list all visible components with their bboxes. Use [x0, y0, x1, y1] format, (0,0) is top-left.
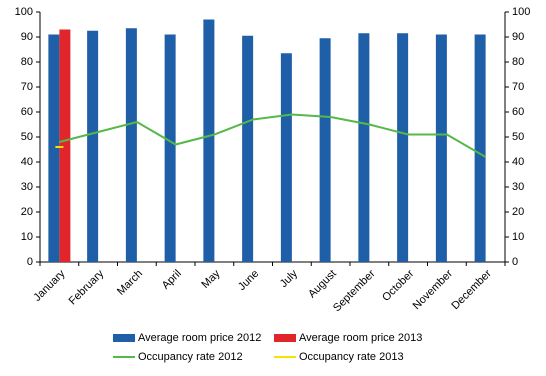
- x-tick-label: February: [67, 267, 107, 307]
- bar: [242, 35, 254, 262]
- bar: [87, 30, 99, 262]
- bar: [125, 28, 137, 262]
- x-tick-label: March: [115, 268, 145, 298]
- y-tick-label: 40: [21, 156, 33, 168]
- bar: [435, 34, 447, 262]
- y2-tick-label: 100: [512, 6, 530, 18]
- legend-label: Average room price 2012: [138, 332, 261, 344]
- y-tick-label: 0: [27, 256, 33, 268]
- y2-tick-label: 0: [512, 256, 518, 268]
- y2-tick-label: 40: [512, 156, 524, 168]
- y-tick-label: 80: [21, 56, 33, 68]
- y2-tick-label: 90: [512, 31, 524, 43]
- legend-label: Occupancy rate 2013: [299, 351, 404, 363]
- x-tick-label: May: [199, 267, 223, 291]
- x-tick-label: October: [380, 267, 416, 303]
- bar: [59, 29, 71, 262]
- y-tick-label: 20: [21, 206, 33, 218]
- x-tick-label: August: [306, 268, 339, 301]
- y2-tick-label: 60: [512, 106, 524, 118]
- y-tick-label: 30: [21, 181, 33, 193]
- bar: [474, 34, 486, 262]
- y2-tick-label: 20: [512, 206, 524, 218]
- y-tick-label: 10: [21, 231, 33, 243]
- x-tick-label: November: [411, 267, 456, 312]
- bar: [319, 38, 331, 262]
- x-tick-label: January: [31, 267, 68, 304]
- y2-tick-label: 70: [512, 81, 524, 93]
- legend-label: Occupancy rate 2012: [138, 351, 243, 363]
- y-tick-label: 90: [21, 31, 33, 43]
- y-tick-label: 50: [21, 131, 33, 143]
- x-tick-label: July: [278, 267, 301, 290]
- x-tick-label: September: [331, 267, 378, 314]
- bar: [203, 19, 215, 262]
- y2-tick-label: 10: [512, 231, 524, 243]
- bar: [358, 33, 370, 262]
- bar: [164, 34, 176, 262]
- line: [59, 113, 487, 158]
- y-tick-label: 60: [21, 106, 33, 118]
- x-tick-label: April: [160, 268, 184, 292]
- legend-swatch: [274, 334, 296, 342]
- y2-tick-label: 50: [512, 131, 524, 143]
- y-tick-label: 100: [15, 6, 33, 18]
- bar: [397, 33, 409, 262]
- bar: [280, 53, 292, 262]
- legend-swatch: [113, 334, 135, 342]
- x-tick-label: December: [449, 267, 494, 312]
- x-tick-label: June: [236, 268, 261, 293]
- y-tick-label: 70: [21, 81, 33, 93]
- y2-tick-label: 80: [512, 56, 524, 68]
- y2-tick-label: 30: [512, 181, 524, 193]
- legend-label: Average room price 2013: [299, 332, 422, 344]
- bar: [48, 34, 60, 262]
